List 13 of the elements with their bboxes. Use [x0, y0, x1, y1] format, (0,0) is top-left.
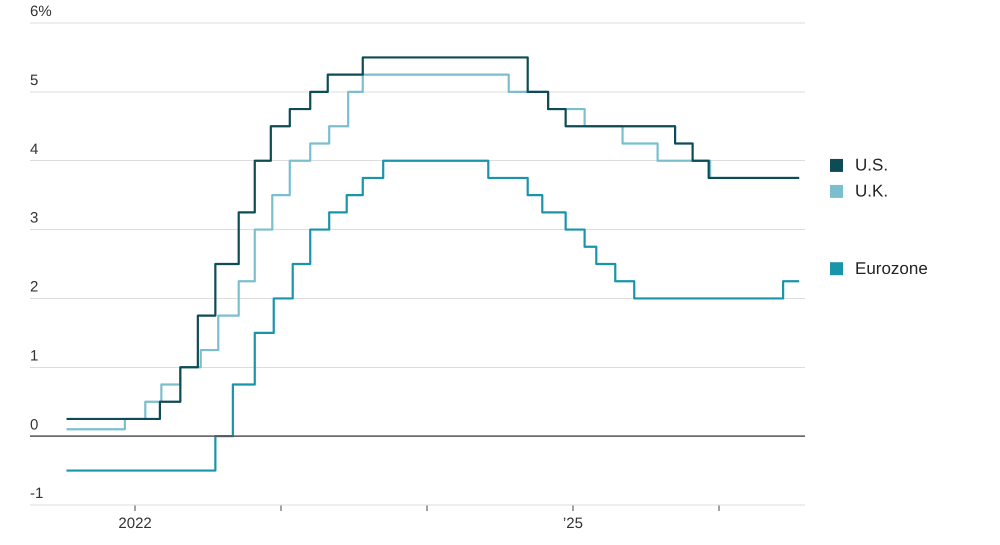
y-tick-label: 5 — [30, 72, 38, 89]
legend-label: U.K. — [855, 182, 888, 201]
y-tick-label: 0 — [30, 416, 38, 434]
y-tick-label: 4 — [30, 140, 38, 158]
y-tick-label: -1 — [30, 485, 44, 502]
y-tick-label: 2 — [30, 278, 38, 296]
x-tick-label: ’25 — [562, 515, 583, 532]
legend-label: U.S. — [855, 156, 888, 175]
legend-label: Eurozone — [855, 258, 928, 278]
y-tick-label: 1 — [30, 347, 38, 364]
y-tick-label: 3 — [30, 210, 38, 227]
y-tick-label: 6% — [30, 3, 52, 20]
x-tick-label: 2022 — [118, 515, 152, 532]
